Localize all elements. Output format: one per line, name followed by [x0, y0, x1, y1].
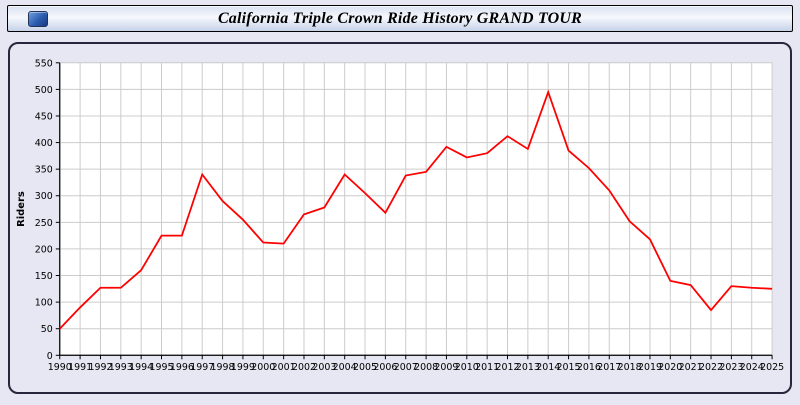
svg-text:2010: 2010	[455, 362, 479, 373]
svg-text:2011: 2011	[475, 362, 499, 373]
svg-text:2013: 2013	[516, 362, 540, 373]
svg-text:2015: 2015	[557, 362, 581, 373]
title-bar: California Triple Crown Ride History GRA…	[7, 5, 793, 32]
svg-text:2000: 2000	[251, 362, 275, 373]
svg-text:2019: 2019	[638, 362, 662, 373]
page: California Triple Crown Ride History GRA…	[0, 5, 800, 394]
svg-text:2009: 2009	[434, 362, 458, 373]
svg-text:2001: 2001	[272, 362, 296, 373]
svg-text:450: 450	[35, 111, 53, 122]
svg-text:50: 50	[41, 324, 53, 335]
svg-text:300: 300	[35, 191, 53, 202]
svg-text:1990: 1990	[48, 362, 72, 373]
svg-text:1998: 1998	[211, 362, 235, 373]
svg-text:1994: 1994	[129, 362, 153, 373]
svg-text:350: 350	[35, 165, 53, 176]
svg-text:1997: 1997	[190, 362, 214, 373]
svg-text:2023: 2023	[719, 362, 743, 373]
svg-text:550: 550	[35, 58, 53, 69]
svg-text:1996: 1996	[170, 362, 194, 373]
svg-text:2008: 2008	[414, 362, 438, 373]
svg-text:1991: 1991	[68, 362, 92, 373]
svg-text:2016: 2016	[577, 362, 601, 373]
svg-text:Riders: Riders	[16, 191, 27, 227]
svg-text:1999: 1999	[231, 362, 255, 373]
svg-text:2024: 2024	[740, 362, 764, 373]
svg-text:2012: 2012	[495, 362, 519, 373]
svg-text:1992: 1992	[88, 362, 112, 373]
svg-text:2018: 2018	[618, 362, 642, 373]
svg-text:2025: 2025	[760, 362, 784, 373]
svg-text:500: 500	[35, 85, 53, 96]
svg-text:2003: 2003	[312, 362, 336, 373]
svg-text:0: 0	[47, 351, 53, 362]
svg-text:200: 200	[35, 244, 53, 255]
svg-text:2006: 2006	[373, 362, 397, 373]
svg-text:2022: 2022	[699, 362, 723, 373]
svg-text:2017: 2017	[597, 362, 621, 373]
page-title: California Triple Crown Ride History GRA…	[217, 9, 583, 27]
svg-text:400: 400	[35, 138, 53, 149]
svg-text:250: 250	[35, 218, 53, 229]
svg-text:2014: 2014	[536, 362, 560, 373]
chart-panel: 1990 1991 1992 1993 1994 1995 1996 1997 1998 1999…	[8, 42, 792, 394]
riders-line-chart: 1990199119921993199419951996199719981999…	[16, 58, 784, 373]
svg-text:2004: 2004	[333, 362, 357, 373]
svg-text:2002: 2002	[292, 362, 316, 373]
svg-text:100: 100	[35, 298, 53, 309]
triple-crown-logo-icon	[28, 11, 48, 27]
svg-text:150: 150	[35, 271, 53, 282]
svg-text:1995: 1995	[149, 362, 173, 373]
svg-text:1993: 1993	[109, 362, 133, 373]
svg-text:2005: 2005	[353, 362, 377, 373]
svg-text:2021: 2021	[679, 362, 703, 373]
svg-text:2007: 2007	[394, 362, 418, 373]
svg-text:2020: 2020	[658, 362, 682, 373]
